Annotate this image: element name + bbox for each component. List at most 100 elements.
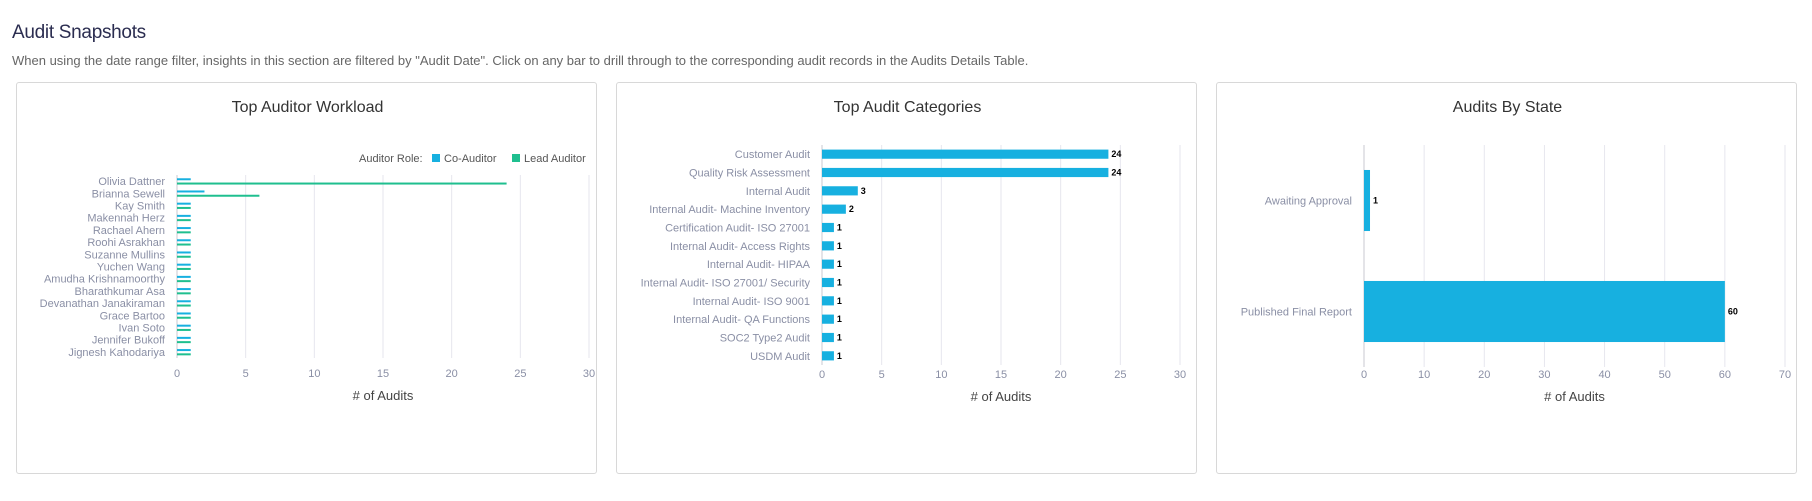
chart-title: Audits By State [1453, 99, 1562, 116]
category-label-internal-audit: Internal Audit [746, 186, 810, 198]
bar-lead-auditor-olivia-dattner[interactable] [177, 182, 507, 185]
x-tick-label: 0 [1361, 369, 1367, 381]
x-tick-label: 30 [1538, 369, 1550, 381]
bar-lead-auditor-devanathan-janakiraman[interactable] [177, 304, 191, 307]
category-label-jennifer-bukoff: Jennifer Bukoff [92, 335, 166, 347]
bar-internal-audit-machine-inventory[interactable] [822, 204, 846, 214]
category-label-awaiting-approval: Awaiting Approval [1265, 196, 1352, 208]
legend-label-co-auditor[interactable]: Co-Auditor [444, 153, 497, 165]
x-tick-label: 10 [1418, 369, 1430, 381]
bar-lead-auditor-amudha-krishnamoorthy[interactable] [177, 280, 191, 283]
section-description: When using the date range filter, insigh… [12, 53, 1029, 68]
category-label-soc2-type2-audit: SOC2 Type2 Audit [720, 333, 810, 345]
bar-published-final-report[interactable] [1364, 280, 1725, 343]
bar-lead-auditor-jignesh-kahodariya[interactable] [177, 353, 191, 356]
x-tick-label: 10 [308, 368, 320, 380]
bar-co-auditor-devanathan-janakiraman[interactable] [177, 300, 191, 303]
legend-title: Auditor Role: [359, 153, 423, 165]
bar-co-auditor-roohi-asrakhan[interactable] [177, 239, 191, 242]
bar-certification-audit-iso-27001[interactable] [822, 222, 834, 233]
x-tick-label: 10 [935, 369, 947, 381]
legend-swatch-lead-auditor[interactable] [512, 154, 520, 162]
bar-lead-auditor-bharathkumar-asa[interactable] [177, 292, 191, 295]
category-label-olivia-dattner: Olivia Dattner [98, 176, 165, 188]
bar-soc2-type2-audit[interactable] [822, 332, 834, 343]
category-label-rachael-ahern: Rachael Ahern [93, 225, 165, 237]
x-tick-label: 15 [377, 368, 389, 380]
data-label-published-final-report: 60 [1728, 307, 1738, 317]
bar-lead-auditor-yuchen-wang[interactable] [177, 267, 191, 270]
bar-lead-auditor-suzanne-mullins[interactable] [177, 255, 191, 258]
x-tick-label: 20 [446, 368, 458, 380]
bar-lead-auditor-roohi-asrakhan[interactable] [177, 243, 191, 246]
bar-lead-auditor-grace-bartoo[interactable] [177, 316, 191, 319]
category-label-customer-audit: Customer Audit [735, 149, 810, 161]
category-label-quality-risk-assessment: Quality Risk Assessment [689, 168, 810, 180]
bar-co-auditor-jennifer-bukoff[interactable] [177, 336, 191, 339]
x-tick-label: 0 [819, 369, 825, 381]
x-tick-label: 20 [1055, 369, 1067, 381]
category-label-roohi-asrakhan: Roohi Asrakhan [87, 237, 165, 249]
category-label-internal-audit-access-rights: Internal Audit- Access Rights [670, 241, 811, 253]
bar-internal-audit[interactable] [822, 186, 858, 196]
x-tick-label: 30 [1174, 369, 1186, 381]
bar-customer-audit[interactable] [822, 149, 1109, 159]
chart-title: Top Audit Categories [834, 99, 982, 116]
audits-by-state-chart: Audits By State 0 10 20 30 40 50 60 70 # of Audit… [1241, 99, 1791, 404]
legend-label-lead-auditor[interactable]: Lead Auditor [524, 153, 586, 165]
bar-lead-auditor-jennifer-bukoff[interactable] [177, 341, 191, 344]
category-label-jignesh-kahodariya: Jignesh Kahodariya [68, 347, 166, 359]
bar-lead-auditor-ivan-soto[interactable] [177, 328, 191, 331]
x-axis-label: # of Audits [971, 389, 1032, 404]
bar-lead-auditor-kay-smith[interactable] [177, 206, 191, 209]
category-label-bharathkumar-asa: Bharathkumar Asa [75, 286, 166, 298]
bar-quality-risk-assessment[interactable] [822, 167, 1109, 178]
bar-co-auditor-amudha-krishnamoorthy[interactable] [177, 275, 191, 278]
data-label-quality-risk-assessment: 24 [1111, 168, 1121, 178]
data-label-internal-audit-iso-9001: 1 [837, 296, 842, 306]
x-tick-label: 40 [1598, 369, 1610, 381]
x-tick-label: 5 [879, 369, 885, 381]
bar-co-auditor-kay-smith[interactable] [177, 202, 191, 205]
bar-lead-auditor-makennah-herz[interactable] [177, 219, 191, 222]
category-label-suzanne-mullins: Suzanne Mullins [84, 249, 165, 261]
data-label-usdm-audit: 1 [837, 351, 842, 361]
category-label-published-final-report: Published Final Report [1241, 307, 1352, 319]
category-label-usdm-audit: USDM Audit [750, 351, 810, 363]
top-audit-categories-chart: Top Audit Categories 0 5 10 15 20 25 30 # of Aud… [641, 99, 1187, 404]
category-label-amudha-krishnamoorthy: Amudha Krishnamoorthy [44, 274, 166, 286]
x-tick-label: 25 [514, 368, 526, 380]
bar-co-auditor-grace-bartoo[interactable] [177, 312, 191, 315]
bar-internal-audit-access-rights[interactable] [822, 241, 834, 251]
legend-swatch-co-auditor[interactable] [432, 154, 440, 162]
x-tick-label: 25 [1114, 369, 1126, 381]
bar-lead-auditor-rachael-ahern[interactable] [177, 231, 191, 234]
bar-internal-audit-hipaa[interactable] [822, 259, 834, 269]
bar-co-auditor-rachael-ahern[interactable] [177, 227, 191, 230]
data-label-soc2-type2-audit: 1 [837, 333, 842, 343]
data-label-awaiting-approval: 1 [1373, 196, 1378, 206]
bar-internal-audit-qa-functions[interactable] [822, 314, 834, 324]
bar-internal-audit-iso-27001-security[interactable] [822, 277, 834, 288]
category-label-brianna-sewell: Brianna Sewell [92, 188, 165, 200]
category-label-ivan-soto: Ivan Soto [119, 323, 165, 335]
x-tick-label: 20 [1478, 369, 1490, 381]
chart-title: Top Auditor Workload [232, 99, 384, 116]
bar-awaiting-approval[interactable] [1364, 169, 1371, 232]
panel-top-auditor-workload: Top Auditor Workload 0 5 10 15 20 25 30 # of Aud… [16, 82, 597, 474]
bar-co-auditor-jignesh-kahodariya[interactable] [177, 349, 191, 352]
bar-co-auditor-ivan-soto[interactable] [177, 324, 191, 327]
bar-lead-auditor-brianna-sewell[interactable] [177, 194, 260, 197]
bar-usdm-audit[interactable] [822, 351, 834, 361]
bar-co-auditor-bharathkumar-asa[interactable] [177, 288, 191, 291]
bar-co-auditor-yuchen-wang[interactable] [177, 263, 191, 266]
category-label-kay-smith: Kay Smith [115, 201, 165, 213]
x-tick-label: 5 [243, 368, 249, 380]
bar-internal-audit-iso-9001[interactable] [822, 296, 834, 306]
bar-co-auditor-suzanne-mullins[interactable] [177, 251, 191, 254]
data-label-internal-audit-iso-27001-security: 1 [837, 278, 842, 288]
bar-co-auditor-makennah-herz[interactable] [177, 214, 191, 217]
bar-co-auditor-brianna-sewell[interactable] [177, 190, 205, 193]
bar-co-auditor-olivia-dattner[interactable] [177, 178, 191, 181]
data-label-internal-audit-hipaa: 1 [837, 259, 842, 269]
